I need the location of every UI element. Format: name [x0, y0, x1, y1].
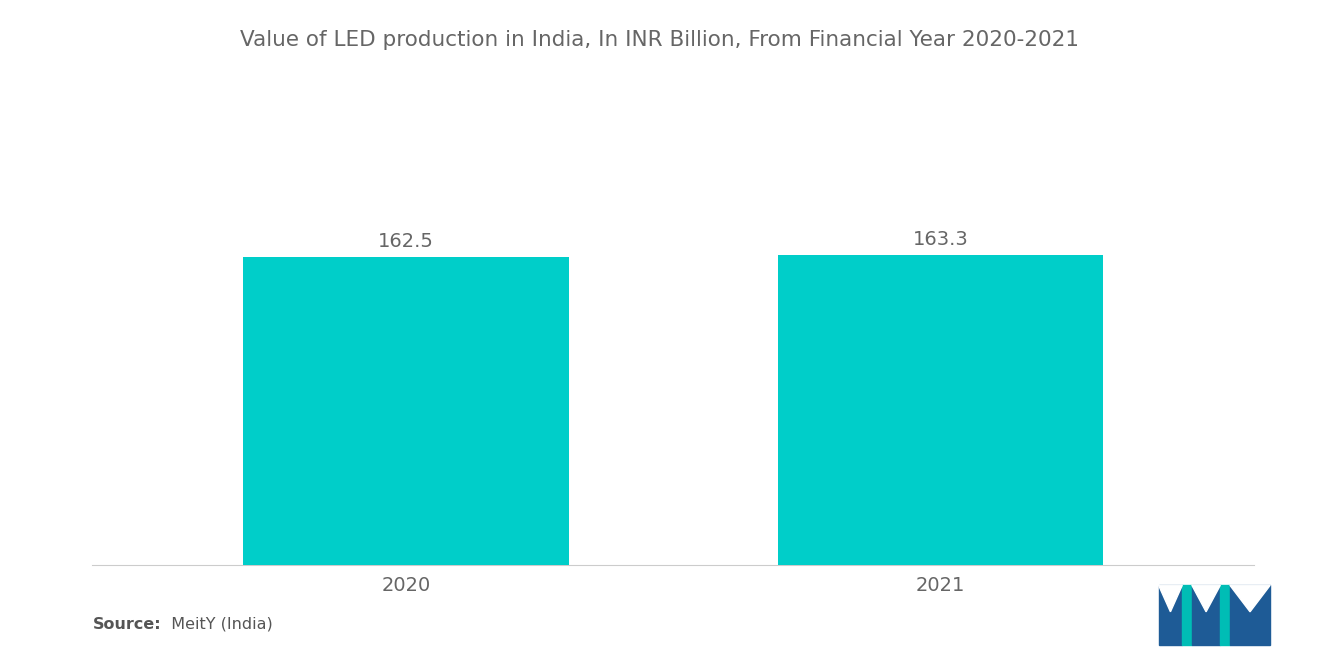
- Text: MeitY (India): MeitY (India): [161, 616, 273, 632]
- Polygon shape: [1230, 585, 1270, 645]
- Polygon shape: [1159, 585, 1183, 645]
- Polygon shape: [1192, 585, 1220, 612]
- Polygon shape: [1192, 585, 1220, 645]
- Text: 162.5: 162.5: [378, 232, 434, 251]
- Polygon shape: [1220, 585, 1230, 645]
- Text: Source:: Source:: [92, 616, 161, 632]
- Polygon shape: [1183, 585, 1192, 645]
- Bar: [777, 255, 1104, 565]
- Polygon shape: [1230, 585, 1270, 612]
- Text: 163.3: 163.3: [912, 230, 969, 249]
- Text: Value of LED production in India, In INR Billion, From Financial Year 2020-2021: Value of LED production in India, In INR…: [240, 30, 1080, 50]
- Polygon shape: [1159, 585, 1183, 612]
- Bar: [243, 257, 569, 565]
